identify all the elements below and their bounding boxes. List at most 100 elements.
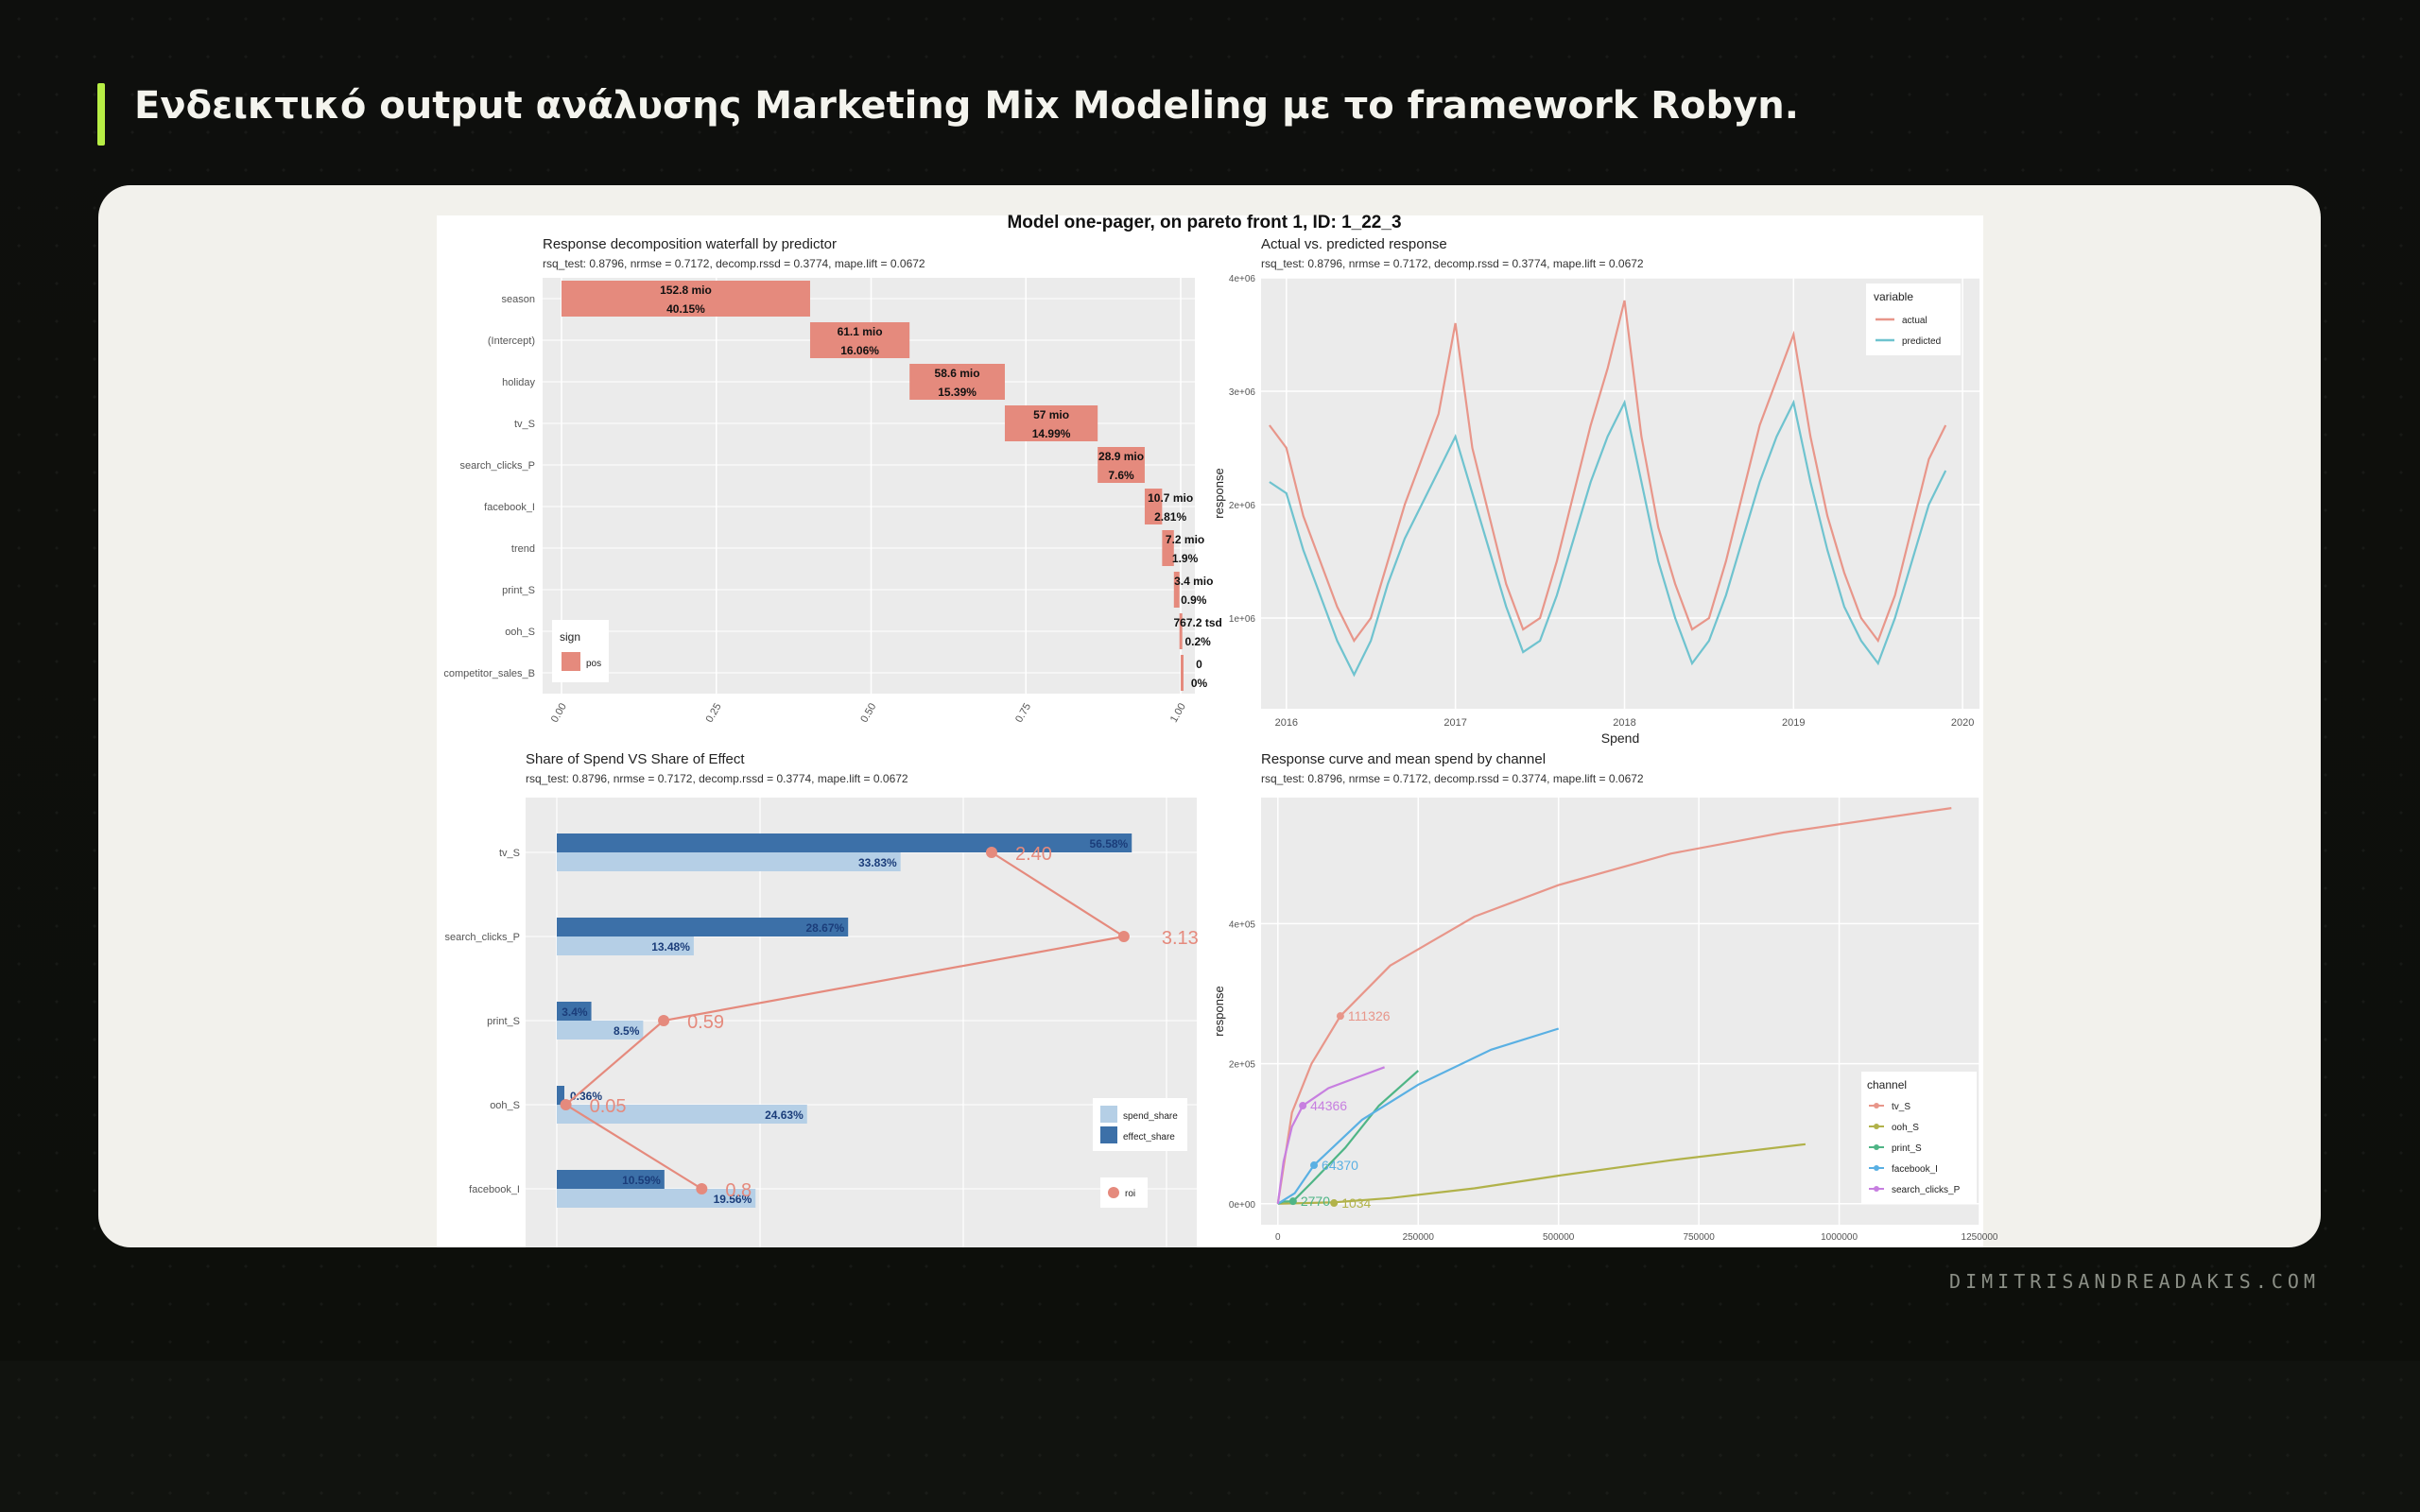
bar-pct-label: 40.15% [666, 302, 705, 316]
spend-share-label: 19.56% [714, 1193, 752, 1206]
panel-subtitle: rsq_test: 0.8796, nrmse = 0.7172, decomp… [1261, 772, 1644, 785]
spend-share-bar [557, 936, 694, 955]
waterfall-bar [1162, 530, 1174, 566]
panel-title: Response decomposition waterfall by pred… [543, 236, 837, 252]
x-axis-label: Spend [1601, 1245, 1639, 1247]
bar-pct-label: 2.81% [1154, 510, 1186, 524]
legend-swatch [562, 652, 580, 671]
y-tick-label: ooh_S [505, 627, 535, 638]
mean-spend-point [1310, 1161, 1319, 1170]
bar-value-label: 152.8 mio [660, 284, 712, 297]
effect-share-label: 56.58% [1090, 837, 1129, 850]
onepager-title: Model one-pager, on pareto front 1, ID: … [1007, 213, 1401, 232]
panel-subtitle: rsq_test: 0.8796, nrmse = 0.7172, decomp… [526, 772, 908, 785]
y-tick-label: print_S [487, 1016, 520, 1027]
legend-key-dot [1874, 1124, 1879, 1129]
legend-item: pos [586, 659, 601, 669]
x-tick-label: 500000 [1543, 1232, 1575, 1243]
x-tick-label: 2020 [1951, 717, 1974, 729]
y-tick-label: 4e+05 [1229, 919, 1256, 930]
legend-item: actual [1902, 316, 1927, 326]
legend-title: variable [1874, 290, 1913, 303]
y-tick-label: season [502, 294, 535, 305]
effect-share-bar [557, 1170, 665, 1189]
waterfall-bar [562, 281, 810, 317]
waterfall-bar [1173, 572, 1180, 608]
y-tick-label: holiday [502, 377, 535, 388]
roi-label: 0.05 [590, 1096, 627, 1117]
bar-pct-label: 15.39% [938, 386, 977, 399]
page-bottom-band [0, 1361, 2420, 1512]
y-tick-label: search_clicks_P [460, 460, 535, 472]
panel-subtitle: rsq_test: 0.8796, nrmse = 0.7172, decomp… [543, 257, 925, 270]
bar-value-label: 10.7 mio [1148, 491, 1193, 505]
x-axis-label: Spend [1601, 730, 1639, 746]
legend-box [1861, 1072, 1977, 1204]
y-tick-label: 1e+06 [1229, 614, 1256, 625]
y-tick-label: trend [511, 543, 535, 555]
bar-pct-label: 0.2% [1185, 635, 1212, 648]
legend-item: tv_S [1892, 1102, 1910, 1112]
panel-title: Share of Spend VS Share of Effect [526, 751, 745, 767]
legend-item: print_S [1892, 1143, 1922, 1154]
legend-title: sign [560, 630, 580, 644]
legend-box-roi [1100, 1177, 1148, 1208]
panel-title: Response curve and mean spend by channel [1261, 751, 1546, 767]
legend-item: facebook_I [1892, 1164, 1938, 1175]
legend-title: channel [1867, 1078, 1907, 1091]
response-curve-print_S [1277, 1070, 1420, 1205]
legend-box [552, 620, 609, 682]
spend-share-label: 24.63% [765, 1108, 804, 1122]
y-tick-label: competitor_sales_B [443, 668, 535, 679]
bar-pct-label: 7.6% [1108, 469, 1134, 482]
waterfall-bar [909, 364, 1005, 400]
waterfall-bar [1181, 655, 1184, 691]
effect-share-label: 3.4% [562, 1005, 588, 1019]
page-heading: Ενδεικτικό output ανάλυσης Marketing Mix… [134, 84, 1799, 128]
roi-point [696, 1183, 708, 1194]
roi-point [560, 1099, 572, 1110]
panel-title: Actual vs. predicted response [1261, 236, 1447, 252]
site-footer: DIMITRISANDREADAKIS.COM [1949, 1270, 2320, 1293]
spend-share-label: 33.83% [858, 856, 897, 869]
roi-label: 0.8 [725, 1180, 752, 1201]
bar-value-label: 57 mio [1033, 408, 1069, 421]
legend-key-dot [1874, 1186, 1879, 1192]
x-tick-label: 1000000 [1821, 1232, 1858, 1243]
heading-accent-bar [97, 83, 105, 146]
waterfall-bar [1179, 613, 1183, 649]
bar-value-label: 3.4 mio [1174, 575, 1213, 588]
x-tick-label: 750000 [1683, 1232, 1715, 1243]
bar-value-label: 767.2 tsd [1174, 616, 1222, 629]
roi-point [1117, 931, 1130, 942]
legend-item: effect_share [1123, 1132, 1175, 1143]
spend-share-label: 8.5% [614, 1024, 640, 1038]
mean-spend-label: 1034 [1341, 1195, 1371, 1211]
bar-pct-label: 0% [1191, 677, 1208, 690]
effect-share-bar [557, 918, 849, 936]
legend-swatch [1100, 1106, 1117, 1123]
y-tick-label: 2e+05 [1229, 1060, 1256, 1071]
legend-item: ooh_S [1892, 1123, 1919, 1133]
y-tick-label: 0e+00 [1229, 1200, 1256, 1211]
effect-share-label: 28.67% [805, 921, 844, 935]
waterfall-bar [1144, 489, 1163, 524]
y-tick-label: tv_S [514, 419, 535, 430]
panel-subtitle: rsq_test: 0.8796, nrmse = 0.7172, decomp… [1261, 257, 1644, 270]
effect-share-label: 10.59% [622, 1174, 661, 1187]
bar-value-label: 0 [1196, 658, 1202, 671]
y-tick-label: search_clicks_P [445, 932, 520, 943]
mean-spend-label: 64370 [1322, 1158, 1358, 1173]
effect-share-bar [557, 1002, 592, 1021]
spend-share-bar [557, 1105, 807, 1124]
x-tick-label: 1250000 [1962, 1232, 1998, 1243]
x-tick-label: 250000 [1403, 1232, 1435, 1243]
legend-swatch [1100, 1126, 1117, 1143]
effect-share-bar [557, 1086, 564, 1105]
legend-key-dot [1874, 1165, 1879, 1171]
spend-vs-effect-panel: Share of Spend VS Share of Effect rsq_tes… [445, 751, 1199, 1247]
spend-share-bar [557, 1189, 756, 1208]
mean-spend-point [1299, 1102, 1307, 1110]
waterfall-bar [809, 322, 910, 358]
roi-label: 3.13 [1162, 928, 1199, 949]
